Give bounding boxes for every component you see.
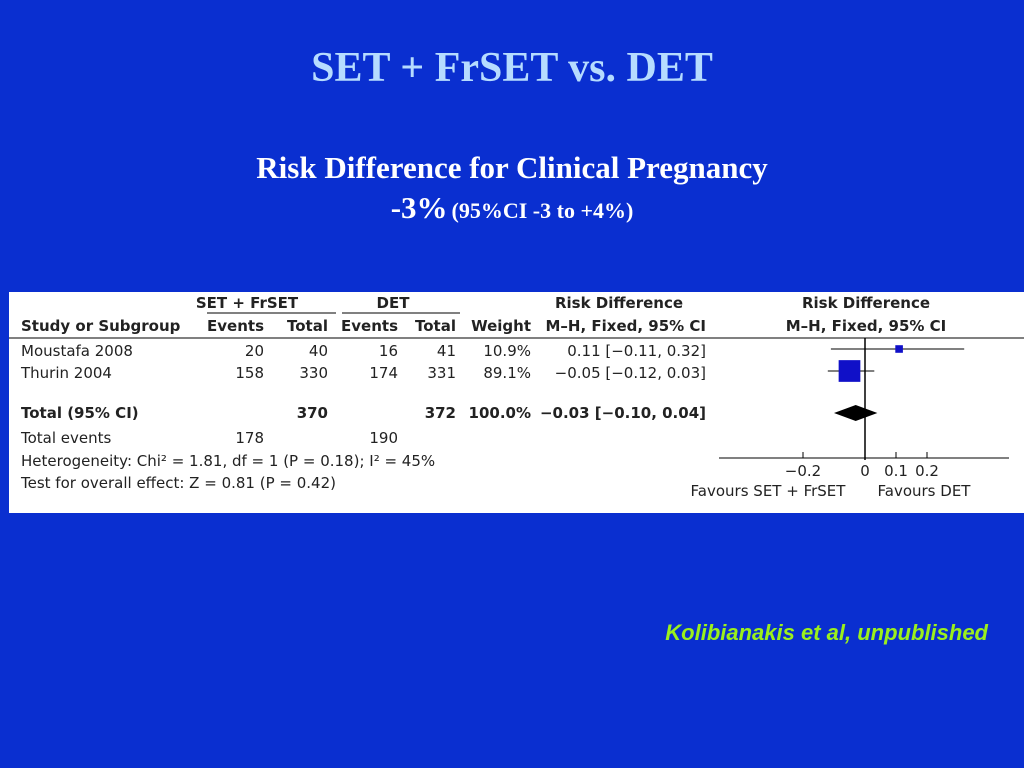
citation-credit: Kolibianakis et al, unpublished	[665, 620, 988, 645]
total-events-label: Total events	[20, 429, 112, 447]
total-weight: 100.0%	[469, 404, 531, 422]
study-name: Moustafa 2008	[21, 342, 133, 360]
favours-left-label: Favours SET + FrSET	[691, 482, 847, 500]
method-table-header: M–H, Fixed, 95% CI	[545, 317, 706, 335]
ci-value: −0.05 [−0.12, 0.03]	[555, 364, 706, 382]
group1-header: SET + FrSET	[196, 294, 299, 312]
forest-plot-area: −0.2 0 0.1 0.2	[719, 338, 1009, 480]
slide-title: SET + FrSET vs. DET	[311, 45, 713, 91]
total-events-row: Total events 178 190	[20, 429, 398, 447]
events1-header: Events	[207, 317, 264, 335]
weight-header: Weight	[471, 317, 531, 335]
total-events2: 190	[369, 429, 398, 447]
overall-effect-text: Test for overall effect: Z = 0.81 (P = 0…	[20, 474, 336, 492]
rd-plot-header: Risk Difference	[802, 294, 930, 312]
rd-table-header: Risk Difference	[555, 294, 683, 312]
events2-value: 174	[369, 364, 398, 382]
total2-header: Total	[415, 317, 456, 335]
study-point-marker	[895, 345, 903, 353]
total-events1: 178	[235, 429, 264, 447]
total1-value: 40	[309, 342, 328, 360]
heterogeneity-text: Heterogeneity: Chi² = 1.81, df = 1 (P = …	[21, 452, 435, 470]
x-tick-label: 0	[860, 462, 870, 480]
study-row-1: Moustafa 2008 20 40 16 41 10.9% 0.11 [−0…	[21, 342, 706, 360]
group2-header: DET	[377, 294, 411, 312]
slide-subtitle: Risk Difference for Clinical Pregnancy	[256, 150, 768, 185]
study-name: Thurin 2004	[20, 364, 112, 382]
x-tick-label: 0.1	[884, 462, 908, 480]
total-ci: −0.03 [−0.10, 0.04]	[540, 404, 706, 422]
events1-value: 158	[235, 364, 264, 382]
forest-plot: SET + FrSET DET Risk Difference Risk Dif…	[9, 294, 1024, 500]
favours-right-label: Favours DET	[878, 482, 972, 500]
events2-value: 16	[379, 342, 398, 360]
total-label: Total (95% CI)	[21, 404, 139, 422]
total2-value: 41	[437, 342, 456, 360]
total2-sum: 372	[425, 404, 456, 422]
forest-plot-panel: SET + FrSET DET Risk Difference Risk Dif…	[9, 292, 1024, 513]
effect-ci: (95%CI -3 to +4%)	[451, 198, 634, 223]
total1-value: 330	[299, 364, 328, 382]
total1-sum: 370	[297, 404, 328, 422]
ci-value: 0.11 [−0.11, 0.32]	[567, 342, 706, 360]
study-row-2: Thurin 2004 158 330 174 331 89.1% −0.05 …	[20, 364, 706, 382]
study-header: Study or Subgroup	[21, 317, 181, 335]
total2-value: 331	[427, 364, 456, 382]
total1-header: Total	[287, 317, 328, 335]
pooled-diamond-marker	[834, 405, 878, 421]
study-point-marker	[838, 360, 861, 382]
x-tick-label: 0.2	[915, 462, 939, 480]
x-tick-label: −0.2	[785, 462, 821, 480]
method-plot-header: M–H, Fixed, 95% CI	[786, 317, 947, 335]
weight-value: 10.9%	[483, 342, 531, 360]
total-row: Total (95% CI) 370 372 100.0% −0.03 [−0.…	[21, 404, 706, 422]
weight-value: 89.1%	[483, 364, 531, 382]
effect-summary: -3% (95%CI -3 to +4%)	[0, 190, 1024, 226]
events2-header: Events	[341, 317, 398, 335]
events1-value: 20	[245, 342, 264, 360]
effect-estimate: -3%	[390, 190, 448, 225]
